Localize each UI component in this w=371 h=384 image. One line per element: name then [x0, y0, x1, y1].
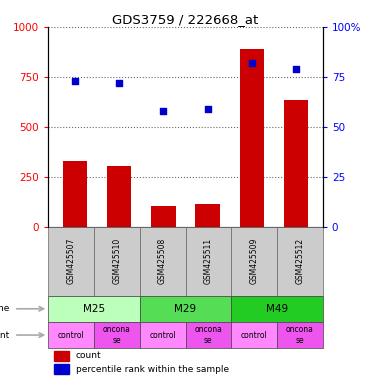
Bar: [54, 364, 69, 374]
Point: [293, 66, 299, 72]
Point: [205, 106, 211, 112]
Text: GSM425511: GSM425511: [204, 238, 213, 285]
Text: GSM425512: GSM425512: [295, 238, 304, 285]
Text: M29: M29: [174, 304, 197, 314]
Text: control: control: [58, 331, 85, 339]
Text: M25: M25: [83, 304, 105, 314]
Bar: [48, 227, 94, 296]
Bar: [196, 204, 220, 227]
Text: M49: M49: [266, 304, 288, 314]
Text: oncona
se: oncona se: [286, 325, 314, 345]
Text: oncona
se: oncona se: [103, 325, 131, 345]
Bar: [63, 161, 87, 227]
Text: GSM425509: GSM425509: [250, 238, 259, 285]
Bar: [277, 322, 323, 348]
Text: count: count: [76, 351, 101, 361]
Text: control: control: [149, 331, 176, 339]
Text: cell line: cell line: [0, 304, 10, 313]
Bar: [48, 322, 94, 348]
Text: percentile rank within the sample: percentile rank within the sample: [76, 365, 229, 374]
Point: [72, 78, 78, 84]
Bar: [140, 227, 186, 296]
Bar: [231, 227, 277, 296]
Text: GSM425508: GSM425508: [158, 238, 167, 285]
Bar: [107, 166, 131, 227]
Text: GSM425510: GSM425510: [112, 238, 121, 285]
Bar: [140, 322, 186, 348]
Bar: [54, 351, 69, 361]
Bar: [48, 296, 140, 322]
Bar: [231, 322, 277, 348]
Bar: [94, 227, 140, 296]
Point: [160, 108, 166, 114]
Bar: [284, 100, 308, 227]
Text: agent: agent: [0, 331, 10, 339]
Point: [116, 80, 122, 86]
Title: GDS3759 / 222668_at: GDS3759 / 222668_at: [112, 13, 259, 26]
Bar: [231, 296, 323, 322]
Bar: [186, 322, 231, 348]
Text: control: control: [241, 331, 267, 339]
Bar: [140, 296, 231, 322]
Bar: [151, 206, 175, 227]
Bar: [277, 227, 323, 296]
Text: oncona
se: oncona se: [194, 325, 222, 345]
Bar: [94, 322, 140, 348]
Point: [249, 60, 255, 66]
Bar: [240, 49, 264, 227]
Text: GSM425507: GSM425507: [67, 238, 76, 285]
Bar: [186, 227, 231, 296]
